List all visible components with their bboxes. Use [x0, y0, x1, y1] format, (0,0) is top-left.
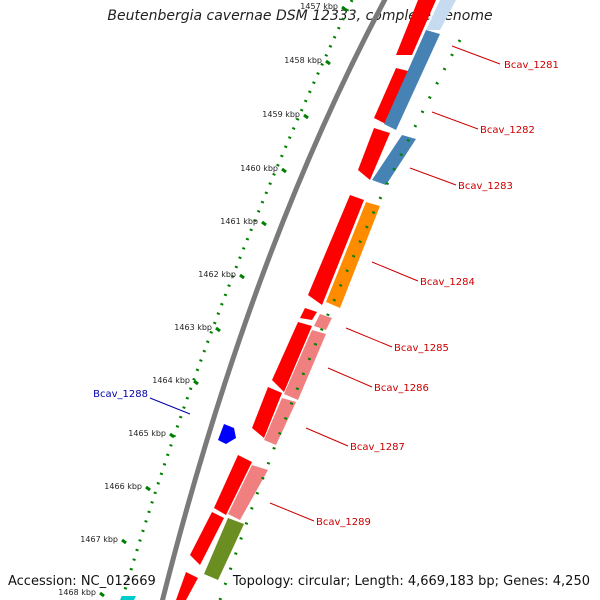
kbp-tick	[303, 113, 309, 120]
gene-bcav-1281-steel[interactable]	[426, 0, 456, 30]
kbp-label: 1460 kbp	[240, 164, 278, 173]
kbp-ticks: 1457 kbp 1458 kbp 1459 kbp 1460 kbp 1461 kbp…	[58, 2, 347, 598]
kbp-label: 1464 kbp	[152, 376, 190, 385]
gene-bcav-1283-red[interactable]	[358, 128, 390, 180]
kbp-label: 1466 kbp	[104, 482, 142, 491]
gene-bcav-1288-blue[interactable]	[218, 424, 236, 444]
gene-bcav-1282-steel[interactable]	[384, 30, 440, 130]
kbp-tick	[325, 59, 331, 66]
gene-bcav-1285-red[interactable]	[300, 308, 317, 320]
gene-label-bcav-1284[interactable]: Bcav_1284	[420, 277, 475, 288]
kbp-tick	[239, 273, 245, 280]
gene-bcav-1291-red[interactable]	[176, 572, 198, 600]
kbp-label: 1462 kbp	[198, 270, 236, 279]
genome-backbone	[159, 0, 388, 600]
gene-bcav-1283-steel[interactable]	[372, 135, 416, 185]
gene-label-bcav-1287[interactable]: Bcav_1287	[350, 442, 405, 453]
kbp-label: 1457 kbp	[300, 2, 338, 11]
gene-label-bcav-1285[interactable]: Bcav_1285	[394, 343, 449, 354]
gene-bcav-1286-red[interactable]	[272, 322, 312, 392]
label-leader-lines	[149, 45, 501, 522]
kbp-tick	[341, 5, 347, 12]
kbp-tick	[281, 167, 287, 174]
gene-label-bcav-1286[interactable]: Bcav_1286	[374, 383, 429, 394]
gene-bcav-1290-olive[interactable]	[204, 518, 244, 580]
gene-track-red	[176, 0, 436, 600]
gene-bcav-1281-red[interactable]	[396, 0, 436, 55]
gene-bcav-1289-red[interactable]	[214, 455, 252, 515]
kbp-tick	[99, 591, 105, 598]
kbp-label: 1467 kbp	[80, 535, 118, 544]
kbp-label: 1463 kbp	[174, 323, 212, 332]
kbp-tick	[169, 432, 175, 439]
gene-bcav-1286-pink[interactable]	[284, 330, 326, 400]
gene-bcav-1282-red[interactable]	[374, 68, 412, 125]
gene-bcav-1289-pink[interactable]	[228, 465, 268, 520]
kbp-tick	[193, 379, 199, 386]
kbp-label: 1468 kbp	[58, 588, 96, 597]
gene-label-bcav-1288[interactable]: Bcav_1288	[93, 389, 148, 400]
kbp-label: 1458 kbp	[284, 56, 322, 65]
kbp-label: 1461 kbp	[220, 217, 258, 226]
kbp-label: 1465 kbp	[128, 429, 166, 438]
outer-scale-track	[218, 39, 462, 600]
gene-label-bcav-1289[interactable]: Bcav_1289	[316, 517, 371, 528]
gene-bcav-1284-red[interactable]	[308, 195, 364, 305]
gene-label-bcav-1282[interactable]: Bcav_1282	[480, 125, 535, 136]
kbp-tick	[145, 485, 151, 492]
kbp-tick	[215, 326, 221, 333]
gene-label-bcav-1283[interactable]: Bcav_1283	[458, 181, 513, 192]
gene-bcav-1287-pink[interactable]	[264, 398, 296, 445]
gene-bcav-1285-pink[interactable]	[314, 314, 332, 330]
gene-bcav-1290-red[interactable]	[190, 512, 224, 565]
gene-labels: Bcav_1281 Bcav_1282 Bcav_1283 Bcav_1284 Bcav…	[93, 60, 559, 528]
kbp-label: 1459 kbp	[262, 110, 300, 119]
gene-label-bcav-1281[interactable]: Bcav_1281	[504, 60, 559, 71]
topology-text: Topology: circular; Length: 4,669,183 bp…	[232, 574, 590, 589]
gene-track-category	[204, 0, 456, 580]
gene-cyan-bottom[interactable]	[120, 596, 136, 600]
gene-bcav-1287-red[interactable]	[252, 387, 282, 438]
kbp-tick	[261, 220, 267, 227]
map-title: Beutenbergia cavernae DSM 12333, complet…	[107, 8, 493, 24]
accession-text: Accession: NC_012669	[8, 574, 156, 589]
kbp-tick	[121, 538, 127, 545]
